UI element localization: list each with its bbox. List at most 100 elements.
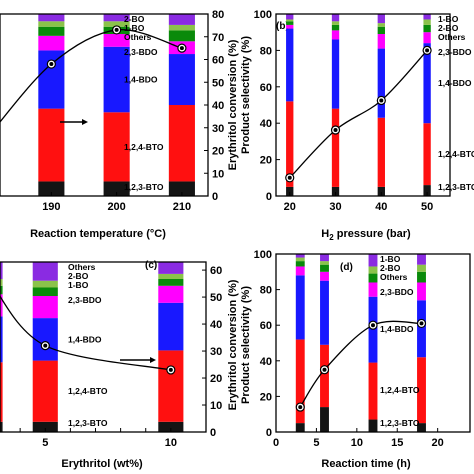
panel-c-stack-label-6: 1,2,3-BTO xyxy=(68,418,108,428)
panel-a-stack-label-0: 1,2,3-BTO xyxy=(124,182,164,192)
panel-a: Reaction temperature (°C) Erythritol con… xyxy=(30,39,239,240)
panel-d-bar-3-23-bdo xyxy=(417,282,426,301)
panel-b-xlabel-main: H xyxy=(321,228,329,240)
panel-d-label: (d) xyxy=(340,262,353,273)
panel-b-stack-label-0: 1,2,3-BTO xyxy=(438,182,474,192)
panel-d-stack-label-5: 2-BO xyxy=(380,263,401,273)
panel-a-xtick-label-2: 200 xyxy=(107,201,125,213)
panel-b-stack-label-6: Others xyxy=(438,32,466,42)
panel-d-ytick-left-label-3: 60 xyxy=(260,320,272,332)
panel-d-xtick-label-1: 5 xyxy=(313,437,319,449)
panel-c-bar-2-14-bdo xyxy=(158,302,184,351)
panel-a-ytick-right-label-1: 10 xyxy=(212,168,224,180)
panel-b-ytick-left-label-4: 80 xyxy=(260,45,272,57)
panel-d-stack-label-6: Others xyxy=(380,272,408,282)
panel-a-conversion-line xyxy=(0,29,183,123)
panel-a-bar-3-2-bo xyxy=(168,30,195,42)
panel-b-conversion-point-dot-0 xyxy=(287,175,292,180)
panel-c-ytick-right-label-4: 40 xyxy=(210,319,222,331)
panel-b-bar-0-2-bo xyxy=(286,21,294,25)
panel-c-bar-0-others xyxy=(0,262,3,279)
panel-c-bar-0-1-bo xyxy=(0,279,3,286)
panel-b-xtick-label-2: 40 xyxy=(375,201,387,213)
panel-d-conversion-point-dot-1 xyxy=(322,367,327,372)
panel-c-ytick-right-label-6: 60 xyxy=(210,265,222,277)
panel-b-bar-2-23-bdo xyxy=(377,34,385,49)
panel-c-ytick-right-label-3: 30 xyxy=(210,346,222,358)
panel-a-bar-3-others xyxy=(168,14,195,25)
panel-a-conversion-point-dot-2 xyxy=(114,27,119,32)
panel-d-bar-3-124-bto xyxy=(417,357,426,424)
panel-b-left-ylabel: Product selectivity (%) xyxy=(240,36,252,154)
panel-d-stack-label-2: 1,4-BDO xyxy=(380,324,414,334)
panel-b-bar-3-124-bto xyxy=(423,123,431,186)
panel-c-conversion-point-dot-2 xyxy=(168,367,173,372)
panel-a-ytick-right-label-2: 20 xyxy=(212,146,224,158)
panel-c-bar-2-23-bdo xyxy=(158,285,184,303)
panel-b-stack-label-4: 1-BO xyxy=(438,14,459,24)
panel-b-bar-1-2-bo xyxy=(331,24,340,31)
panel-c-stack-label-3: 2,3-BDO xyxy=(68,295,102,305)
panel-d-bar-3-1-bo xyxy=(417,264,426,272)
panel-c-bar-0-123-bto xyxy=(0,421,3,432)
panel-c-bar-1-124-bto xyxy=(32,360,58,422)
panel-a-bar-3-14-bdo xyxy=(168,54,195,105)
panel-c-bar-0-2-bo xyxy=(0,285,3,295)
panel-a-bar-3-1-bo xyxy=(168,24,195,31)
panel-b-xlabel: H2 pressure (bar) xyxy=(321,228,411,242)
panel-b-bar-2-14-bdo xyxy=(377,48,385,118)
panel-b-bar-1-123-bto xyxy=(331,186,340,196)
panel-d-ytick-left-label-2: 40 xyxy=(260,356,272,368)
panel-a-bar-2-23-bdo xyxy=(103,34,130,47)
panel-a-bar-2-14-bdo xyxy=(103,46,130,113)
panel-a-xtick-label-3: 210 xyxy=(173,201,191,213)
panel-b-stack-label-3: 2,3-BDO xyxy=(438,47,472,57)
panel-d-stack-label-4: 1-BO xyxy=(380,254,401,264)
panel-b-conversion-line xyxy=(289,49,428,179)
panel-c-stack-label-0: Others xyxy=(68,262,96,272)
panel-d-bar-1-124-bto xyxy=(320,344,329,408)
panel-a-stack-label-1: 1,2,4-BTO xyxy=(124,142,164,152)
panel-d-bar-0-123-bto xyxy=(295,423,305,432)
panel-c: (c) Erythritol (wt%) Erythritol conversi… xyxy=(61,260,239,470)
panel-c-bar-2-2-bo xyxy=(158,279,184,286)
panel-b-plot: 20 30 40 50 0 20 40 60 80 100 1,2,3-BTO 1,2,4-BTO 1,… xyxy=(254,9,474,213)
panel-c-xtick-label-2: 5 xyxy=(42,437,48,449)
panel-d-bar-1-23-bdo xyxy=(320,271,329,281)
panel-d-bar-1-123-bto xyxy=(320,407,329,432)
panel-b-bar-0-14-bdo xyxy=(286,28,294,102)
panel-c-bar-1-14-bdo xyxy=(32,318,58,361)
panel-a-bar-1-123-bto xyxy=(38,181,65,196)
panel-d-bar-2-others xyxy=(368,254,378,267)
panel-c-bar-1-23-bdo xyxy=(32,296,58,319)
panel-a-bar-2-124-bto xyxy=(103,112,130,182)
panel-a-stack-label-3: 2,3-BDO xyxy=(124,47,158,57)
panel-d-stack-label-1: 1,2,4-BTO xyxy=(380,385,420,395)
panel-b-bar-0-others xyxy=(286,14,294,20)
panel-d-ytick-left-label-1: 20 xyxy=(260,391,272,403)
panel-b-ytick-left-label-2: 40 xyxy=(260,118,272,130)
panel-d-xtick-label-0: 0 xyxy=(273,437,279,449)
panel-b-bar-1-23-bdo xyxy=(331,30,340,40)
panel-b-bar-3-23-bdo xyxy=(423,32,431,44)
panel-d-bar-0-others xyxy=(295,254,305,258)
panel-a-bar-1-1-bo xyxy=(38,21,65,27)
panel-d-bar-2-123-bto xyxy=(368,419,378,432)
panel-b-bar-1-14-bdo xyxy=(331,39,340,109)
panel-a-ytick-right-label-7: 70 xyxy=(212,32,224,44)
panel-c-bar-0-23-bdo xyxy=(0,294,3,317)
panel-b-ytick-left-label-5: 100 xyxy=(254,9,272,21)
panel-a-ytick-right-label-0: 0 xyxy=(212,191,218,203)
panel-d-bar-0-23-bdo xyxy=(295,266,305,276)
panel-a-bar-1-2-bo xyxy=(38,26,65,36)
panel-b-bar-3-14-bdo xyxy=(423,43,431,124)
panel-b-stack-label-5: 2-BO xyxy=(438,23,459,33)
panel-d-frame xyxy=(275,253,471,433)
panel-c-bar-2-others xyxy=(158,262,184,274)
panel-a-bar-2-others xyxy=(103,14,130,22)
panel-b-bar-3-123-bto xyxy=(423,185,431,196)
panel-b-conversion-point-dot-2 xyxy=(379,98,384,103)
panel-c-bar-1-1-bo xyxy=(32,280,58,288)
